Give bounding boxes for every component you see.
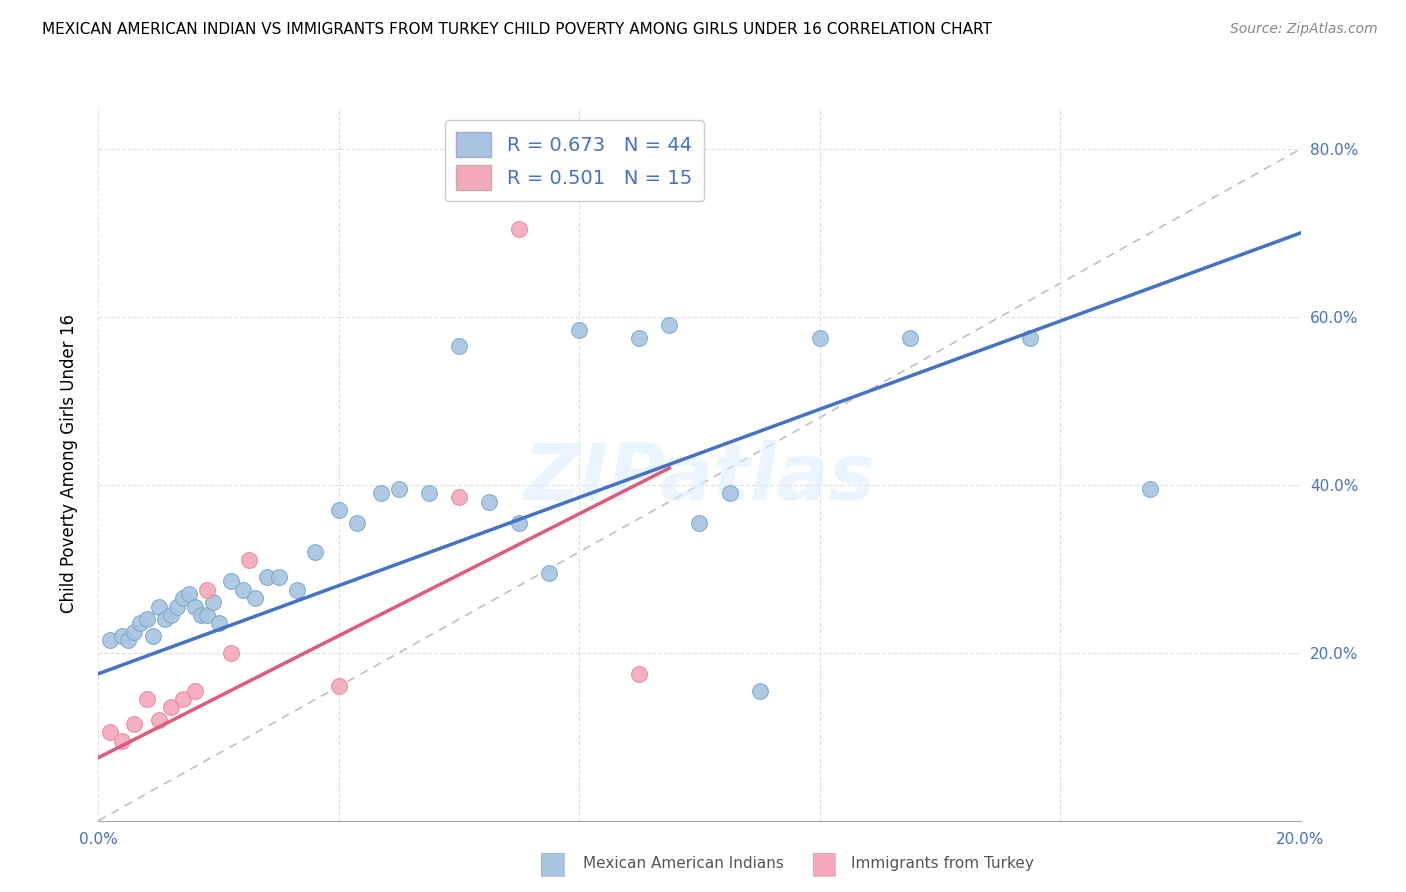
Point (285, 582, 308, 597)
Point (568, 322, 591, 336)
Point (208, 616, 231, 631)
Point (370, 486, 392, 500)
Point (238, 553, 260, 567)
Point (304, 545, 326, 559)
Point (111, 629, 134, 643)
Point (328, 679, 350, 693)
Text: Mexican American Indians: Mexican American Indians (583, 856, 785, 871)
Point (148, 713, 170, 727)
Point (195, 582, 218, 597)
Point (195, 607, 218, 622)
Point (111, 734, 134, 748)
Point (658, 318, 681, 333)
Legend: R = 0.673   N = 44, R = 0.501   N = 15: R = 0.673 N = 44, R = 0.501 N = 15 (444, 120, 704, 202)
Point (124, 624, 146, 639)
Point (190, 607, 212, 622)
Point (508, 221, 530, 235)
Point (1139, 482, 1161, 496)
Point (628, 331, 651, 345)
Point (447, 491, 470, 505)
Point (153, 612, 176, 626)
Point (898, 331, 921, 345)
Point (1019, 331, 1042, 345)
Point (172, 692, 194, 706)
Point (232, 582, 254, 597)
Point (219, 646, 242, 660)
Point (201, 595, 224, 609)
Text: ZIPatlas: ZIPatlas (523, 440, 876, 516)
Point (346, 516, 368, 530)
Point (418, 486, 440, 500)
Point (628, 666, 651, 681)
Point (129, 616, 152, 631)
Point (159, 700, 181, 714)
Point (748, 683, 770, 698)
Point (100, 725, 122, 739)
Point (267, 570, 290, 584)
Point (166, 599, 188, 614)
Point (256, 570, 278, 584)
Point (148, 599, 170, 614)
Point (100, 633, 122, 648)
Point (135, 612, 157, 626)
Point (508, 516, 530, 530)
Point (447, 339, 470, 353)
Point (808, 331, 831, 345)
Point (689, 516, 711, 530)
Point (388, 482, 411, 496)
Text: Immigrants from Turkey: Immigrants from Turkey (851, 856, 1033, 871)
Point (219, 574, 242, 589)
Point (183, 683, 205, 698)
Text: Source: ZipAtlas.com: Source: ZipAtlas.com (1230, 22, 1378, 37)
Point (117, 633, 139, 648)
Point (328, 503, 350, 517)
Point (159, 607, 181, 622)
Point (718, 486, 741, 500)
Point (183, 599, 205, 614)
Point (124, 717, 146, 731)
Point (538, 566, 561, 580)
Text: MEXICAN AMERICAN INDIAN VS IMMIGRANTS FROM TURKEY CHILD POVERTY AMONG GIRLS UNDE: MEXICAN AMERICAN INDIAN VS IMMIGRANTS FR… (42, 22, 993, 37)
Point (172, 591, 194, 606)
Point (177, 587, 200, 601)
Point (141, 629, 163, 643)
Point (243, 591, 266, 606)
Point (135, 692, 157, 706)
Point (478, 494, 501, 508)
Y-axis label: Child Poverty Among Girls Under 16: Child Poverty Among Girls Under 16 (59, 314, 77, 614)
